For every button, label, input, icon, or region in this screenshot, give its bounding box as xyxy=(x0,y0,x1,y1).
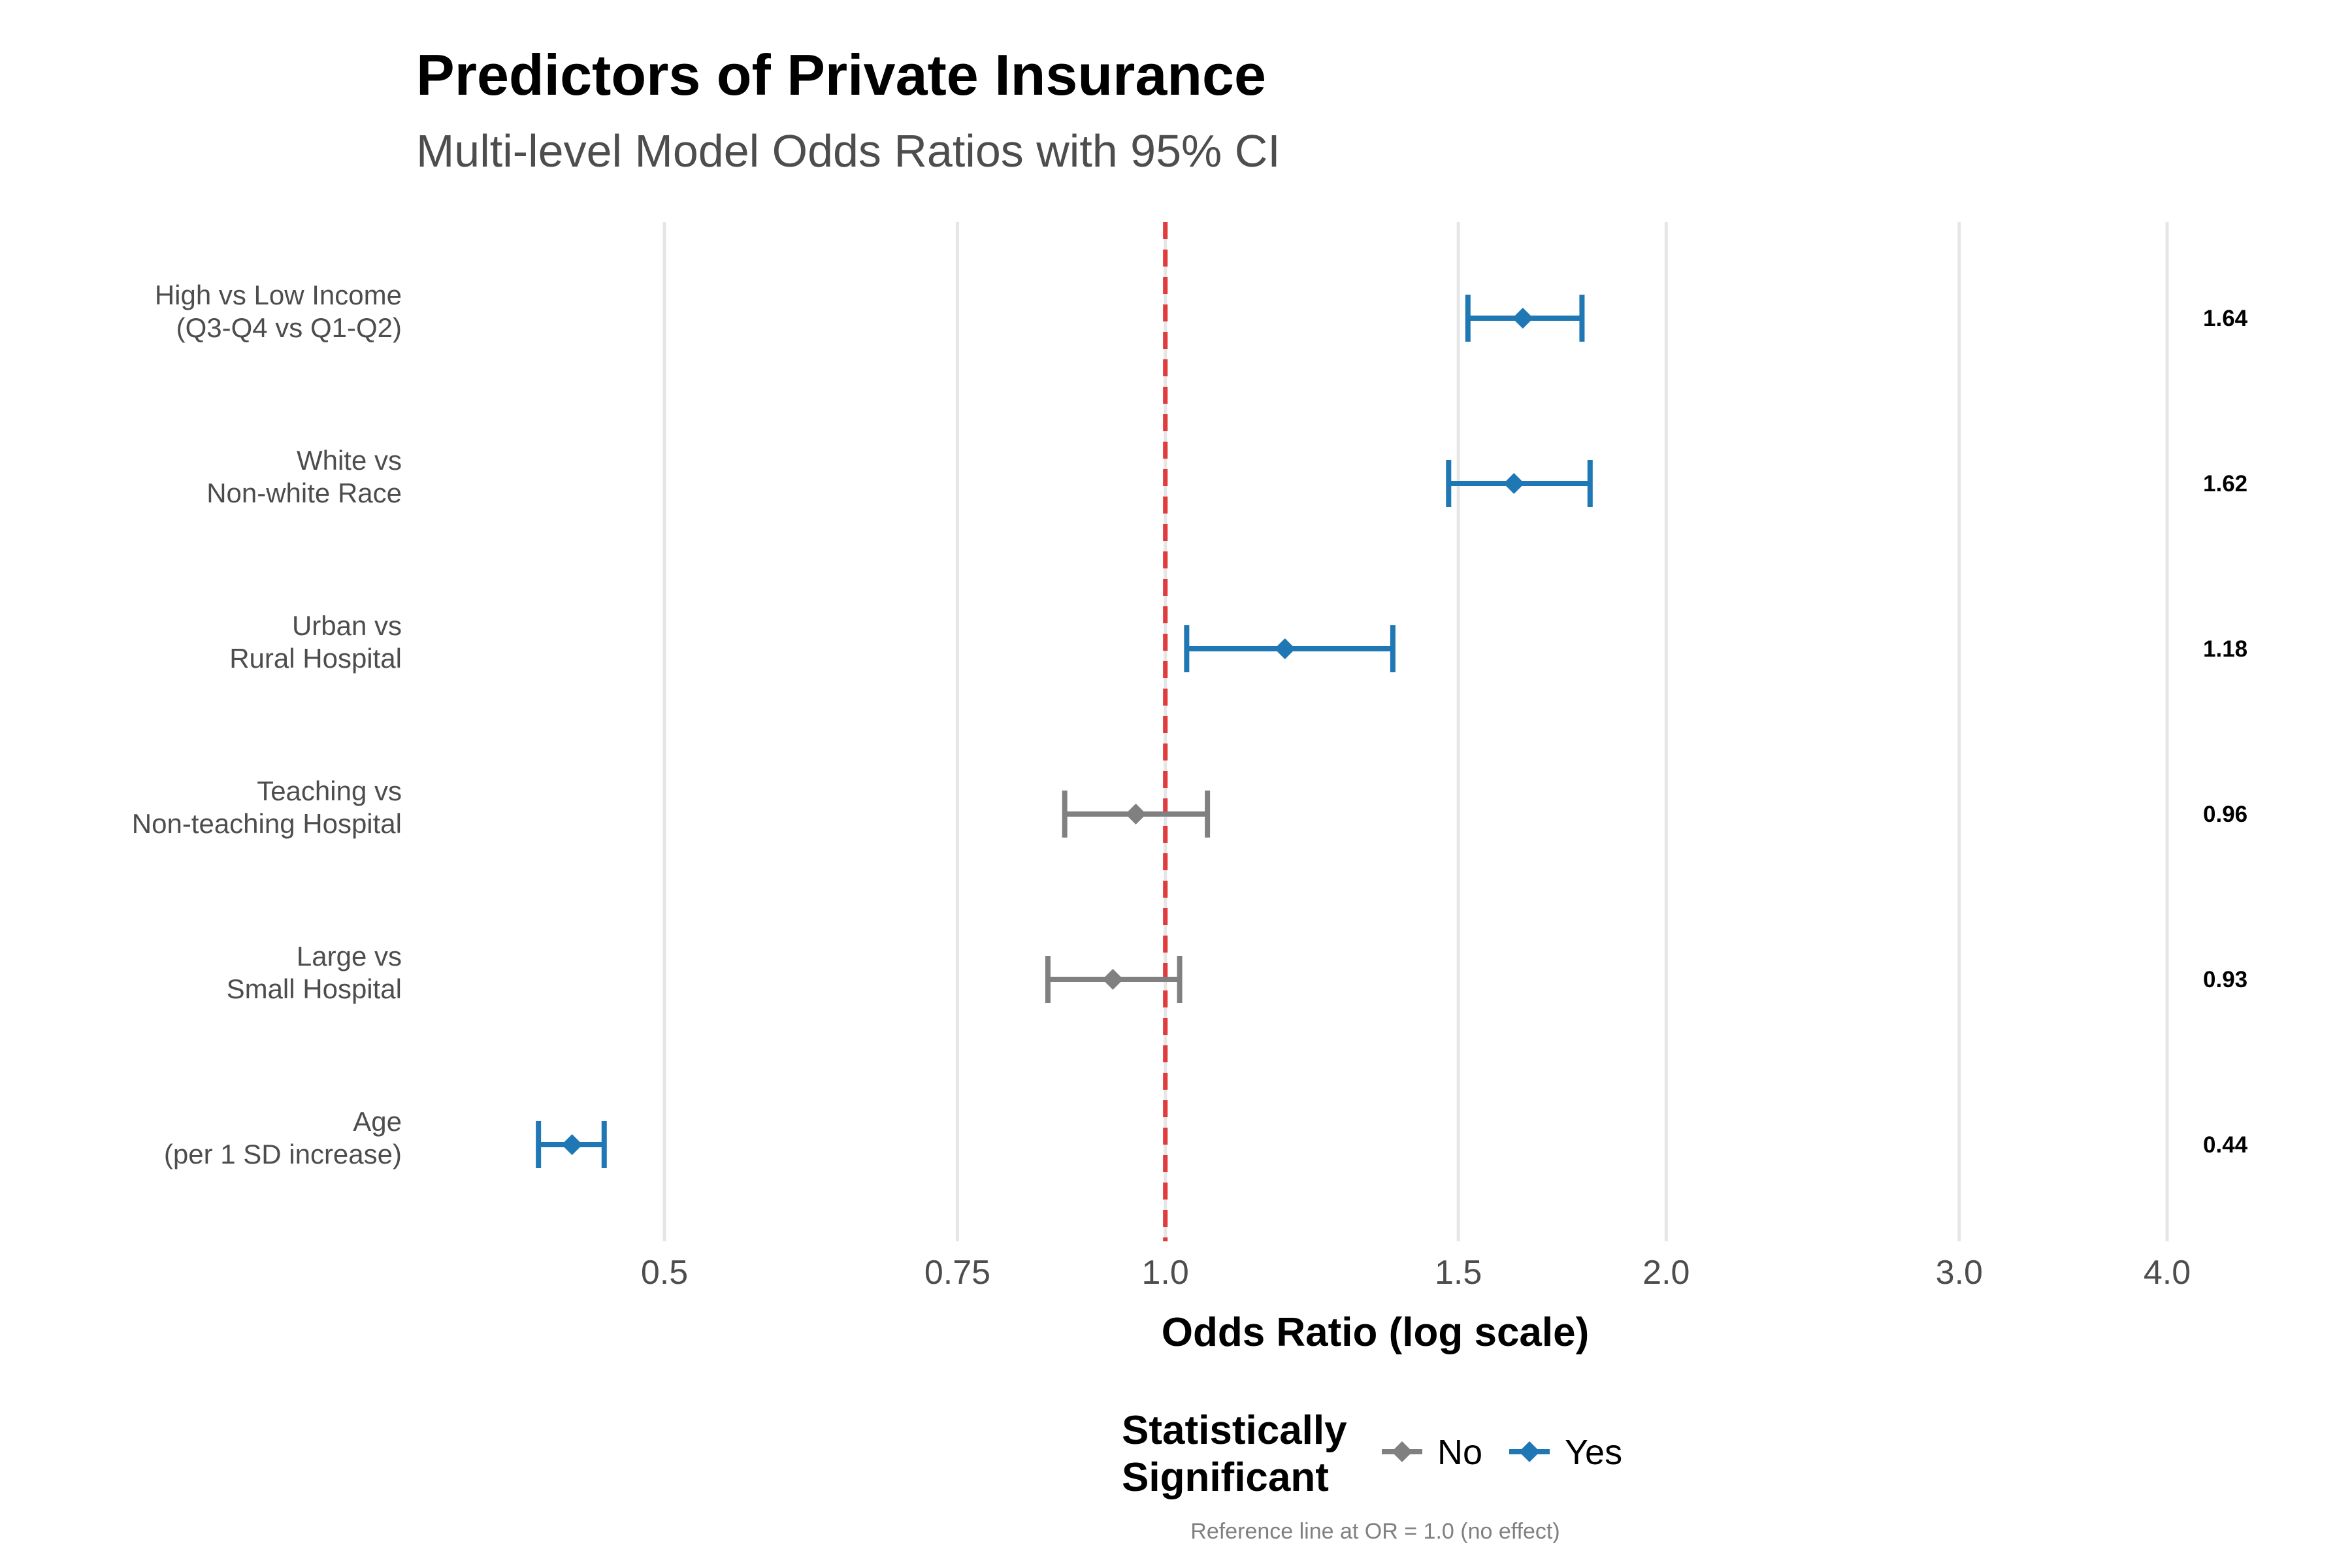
value-label: 0.44 xyxy=(2203,1132,2248,1158)
x-tick-label: 2.0 xyxy=(1642,1254,1690,1292)
chart-title: Predictors of Private Insurance xyxy=(416,42,1266,107)
legend-label: Yes xyxy=(1565,1433,1622,1472)
grid-lines xyxy=(662,222,2169,1241)
legend-entry: No xyxy=(1382,1433,1482,1472)
estimate-row xyxy=(1184,625,1396,672)
legend-title-line-1: Statistically xyxy=(1122,1408,1347,1453)
y-axis-label: Non-white Race xyxy=(206,478,402,508)
x-tick-label: 4.0 xyxy=(2144,1254,2191,1292)
legend-key-marker xyxy=(1519,1441,1540,1462)
x-tick-label: 0.5 xyxy=(641,1254,688,1292)
estimate-row xyxy=(1045,956,1183,1003)
legend-title-line-2: Significant xyxy=(1122,1455,1329,1500)
value-label: 1.18 xyxy=(2203,636,2247,662)
y-axis-label: (Q3-Q4 vs Q1-Q2) xyxy=(176,312,402,343)
estimate-row xyxy=(1446,460,1593,507)
value-label: 0.93 xyxy=(2203,967,2247,992)
chart-caption: Reference line at OR = 1.0 (no effect) xyxy=(1190,1519,1560,1544)
value-label: 1.62 xyxy=(2203,471,2247,497)
estimate-row xyxy=(536,1121,607,1168)
point-estimate-marker xyxy=(1274,638,1296,659)
legend-label: No xyxy=(1437,1433,1482,1472)
y-axis-label: (per 1 SD increase) xyxy=(164,1139,402,1169)
x-tick-label: 0.75 xyxy=(924,1254,990,1292)
point-estimate-marker xyxy=(1102,969,1124,990)
point-estimate-marker xyxy=(1512,308,1533,329)
legend-key-marker xyxy=(1392,1441,1413,1462)
y-axis-labels: High vs Low Income(Q3-Q4 vs Q1-Q2) White … xyxy=(132,280,402,1169)
y-axis-label: Urban vs xyxy=(292,610,402,641)
legend-entries: No Yes xyxy=(1382,1433,1622,1472)
x-tick-label: 1.0 xyxy=(1142,1254,1189,1292)
point-estimate-marker xyxy=(1503,473,1525,494)
legend: Statistically Significant No Yes xyxy=(1122,1408,1622,1500)
value-labels: 1.64 1.62 1.18 0.96 0.93 0.44 xyxy=(2203,306,2248,1158)
chart-subtitle: Multi-level Model Odds Ratios with 95% C… xyxy=(416,125,1281,176)
y-axis-label: Large vs xyxy=(297,941,402,972)
estimate-row xyxy=(1465,295,1585,342)
value-label: 1.64 xyxy=(2203,306,2248,331)
estimate-row xyxy=(1062,791,1211,838)
value-label: 0.96 xyxy=(2203,802,2247,827)
y-axis-label: Small Hospital xyxy=(227,973,402,1004)
y-axis-label: Teaching vs xyxy=(257,776,402,806)
x-tick-label: 3.0 xyxy=(1936,1254,1983,1292)
x-axis-ticks: 0.5 0.75 1.0 1.5 2.0 3.0 4.0 xyxy=(641,1254,2191,1292)
y-axis-label: High vs Low Income xyxy=(155,280,402,310)
x-tick-label: 1.5 xyxy=(1435,1254,1482,1292)
estimates-layer xyxy=(536,295,1593,1168)
legend-entry: Yes xyxy=(1509,1433,1622,1472)
y-axis-label: Non-teaching Hospital xyxy=(132,808,402,839)
x-axis-label: Odds Ratio (log scale) xyxy=(1162,1310,1590,1355)
y-axis-label: White vs xyxy=(297,445,402,476)
y-axis-label: Rural Hospital xyxy=(229,643,402,674)
point-estimate-marker xyxy=(561,1134,583,1155)
y-axis-label: Age xyxy=(353,1106,402,1137)
point-estimate-marker xyxy=(1125,804,1147,825)
